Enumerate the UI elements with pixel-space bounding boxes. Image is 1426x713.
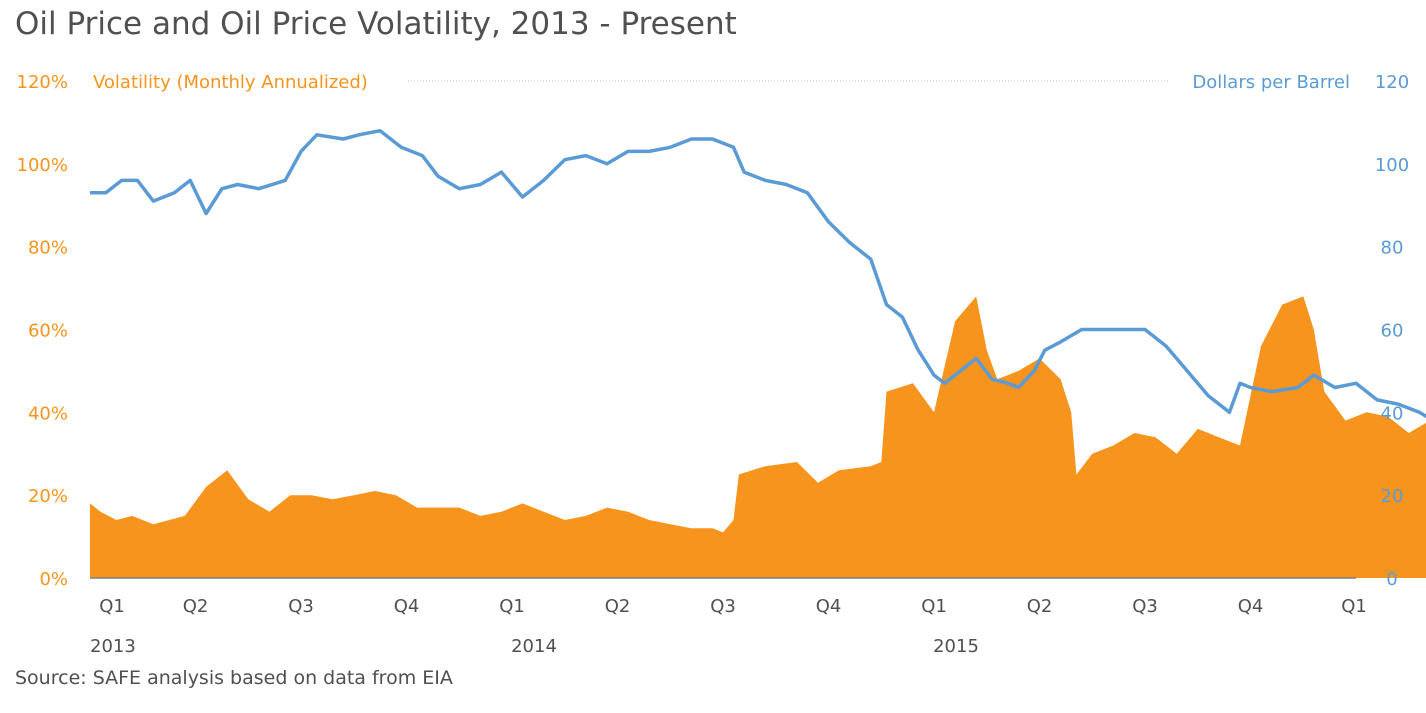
x-tick-label: Q1: [99, 596, 125, 617]
left-tick-label: 60%: [28, 321, 68, 342]
x-tick-label: Q1: [499, 596, 525, 617]
x-tick-label: Q2: [1027, 596, 1053, 617]
x-tick-label: Q3: [710, 596, 736, 617]
x-tick-label: Q3: [1132, 596, 1158, 617]
right-axis-title: Dollars per Barrel: [1192, 72, 1350, 93]
axes: 0% 20% 40% 60% 80% 100% 120% 0 20 40 60 80 100 120 Q1 Q…: [17, 72, 1410, 657]
left-tick-label: 20%: [28, 486, 68, 507]
left-axis-title: Volatility (Monthly Annualized): [93, 72, 368, 93]
left-tick-label: 40%: [28, 403, 68, 424]
right-tick-label: 40: [1381, 403, 1404, 424]
year-label: 2013: [90, 636, 136, 657]
left-tick-label: 0%: [39, 569, 68, 590]
source-note: Source: SAFE analysis based on data from…: [15, 667, 453, 689]
right-tick-label: 120: [1375, 72, 1409, 93]
right-tick-label: 20: [1381, 486, 1404, 507]
x-tick-label: Q2: [183, 596, 209, 617]
left-tick-label: 100%: [17, 155, 68, 176]
price-line: [90, 128, 1426, 419]
right-tick-label: 80: [1381, 238, 1404, 259]
x-tick-label: Q4: [394, 596, 420, 617]
right-tick-label: 60: [1381, 321, 1404, 342]
x-tick-label: Q3: [288, 596, 314, 617]
volatility-area-series: [90, 296, 1426, 578]
x-tick-label: Q1: [921, 596, 947, 617]
left-tick-label: 80%: [28, 238, 68, 259]
x-tick-label: Q1: [1341, 596, 1367, 617]
right-tick-label: 100: [1375, 155, 1409, 176]
left-tick-label: 120%: [17, 72, 68, 93]
volatility-area: [90, 296, 1426, 578]
x-tick-label: Q2: [605, 596, 631, 617]
x-tick-label: Q4: [1238, 596, 1264, 617]
chart-title: Oil Price and Oil Price Volatility, 2013…: [15, 6, 737, 42]
x-tick-label: Q4: [816, 596, 842, 617]
year-label: 2015: [933, 636, 979, 657]
price-line-series: [90, 128, 1426, 419]
right-tick-label: 0: [1386, 569, 1397, 590]
year-label: 2014: [511, 636, 557, 657]
